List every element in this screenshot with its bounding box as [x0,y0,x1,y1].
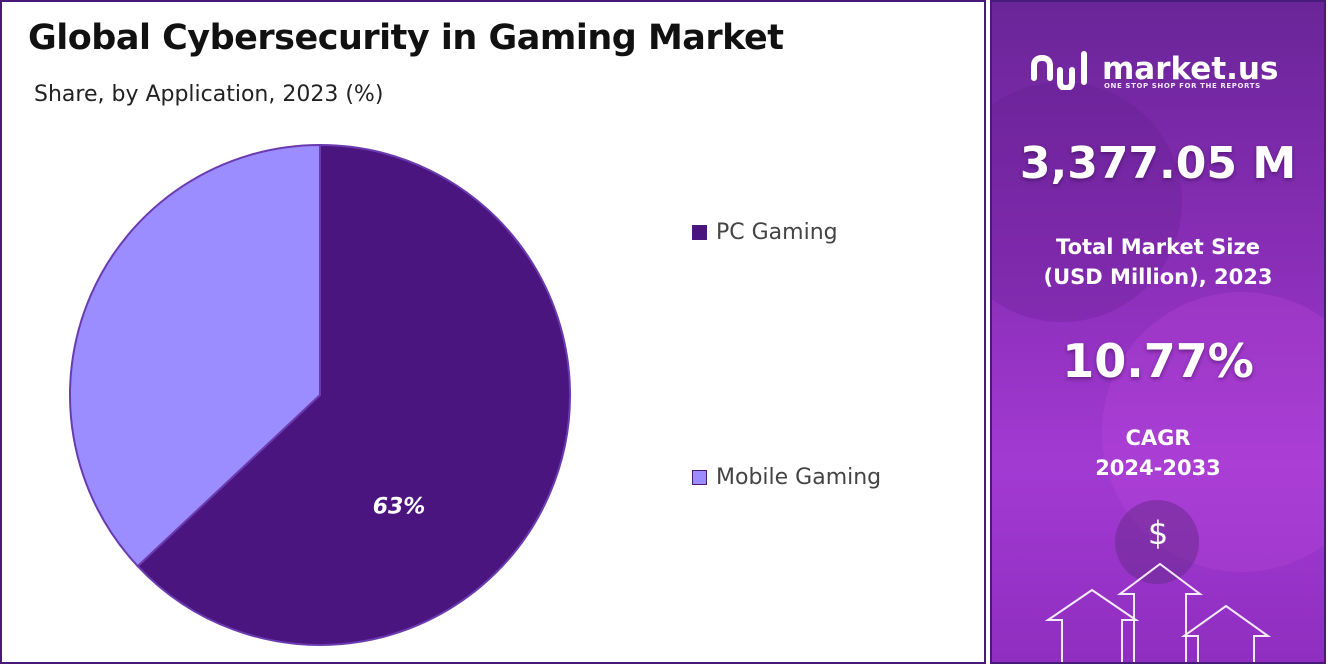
chart-panel: Global Cybersecurity in Gaming Market Sh… [0,0,986,664]
market-size-label-line2: (USD Million), 2023 [1043,265,1273,289]
background-decoration [992,82,1324,662]
cagr-period: 2024-2033 [1095,456,1221,480]
legend-label-pc-gaming: PC Gaming [716,220,838,245]
pie-slice-pc-gaming [136,143,571,646]
chart-subtitle: Share, by Application, 2023 (%) [34,82,384,107]
legend-swatch-mobile-gaming [692,470,707,485]
legend-label-mobile-gaming: Mobile Gaming [716,465,882,490]
summary-panel: market.us ONE STOP SHOP FOR THE REPORTS … [990,0,1326,664]
up-arrow-center-icon [1117,562,1203,662]
data-label-pc-gaming: 63% [373,495,426,520]
market-us-logo-icon [1031,51,1087,90]
brand-tagline: ONE STOP SHOP FOR THE REPORTS [1104,82,1261,90]
pie-slice-mobile-gaming [69,143,321,568]
up-arrow-left-icon [1044,588,1140,662]
market-size-label-line1: Total Market Size [1056,235,1260,259]
legend-swatch-pc-gaming [692,225,707,240]
pie-chart: 63% [69,143,571,646]
brand-logo: market.us [1028,48,1278,90]
cagr-label: CAGR [1125,426,1191,450]
up-arrow-right-icon [1180,604,1272,662]
cagr-value: 10.77% [1062,334,1254,388]
dollar-icon: $ [1147,514,1169,552]
legend-item-mobile-gaming: Mobile Gaming [692,465,881,490]
legend-item-pc-gaming: PC Gaming [692,220,838,245]
market-size-value: 3,377.05 M [1019,138,1297,189]
chart-title: Global Cybersecurity in Gaming Market [28,18,784,58]
brand-name: market.us [1102,50,1279,87]
